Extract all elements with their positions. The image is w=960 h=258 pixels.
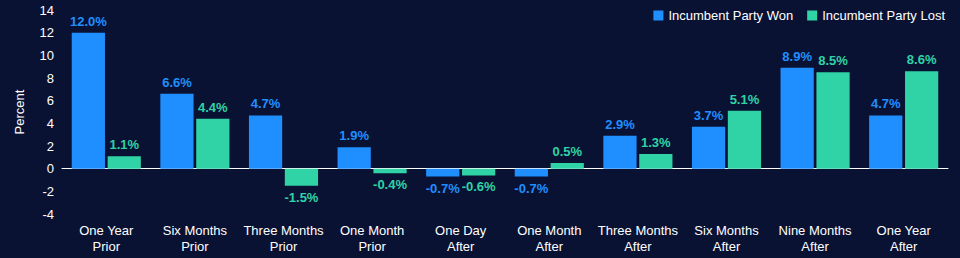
svg-text:4: 4	[47, 116, 54, 131]
svg-text:4.7%: 4.7%	[871, 96, 901, 111]
svg-text:6: 6	[47, 93, 54, 108]
svg-text:14: 14	[40, 3, 54, 18]
svg-text:Three Months: Three Months	[598, 223, 679, 238]
svg-text:8: 8	[47, 71, 54, 86]
svg-text:1.9%: 1.9%	[339, 128, 369, 143]
svg-text:-1.5%: -1.5%	[284, 190, 318, 205]
svg-text:-4: -4	[42, 207, 54, 222]
svg-text:12: 12	[40, 25, 54, 40]
svg-text:Prior: Prior	[93, 239, 121, 254]
svg-text:One Day: One Day	[435, 223, 487, 238]
svg-text:One Year: One Year	[79, 223, 134, 238]
svg-text:Percent: Percent	[12, 89, 27, 134]
svg-text:Three Months: Three Months	[243, 223, 324, 238]
svg-text:8.9%: 8.9%	[782, 49, 812, 64]
svg-text:4.7%: 4.7%	[251, 96, 281, 111]
svg-text:Nine Months: Nine Months	[779, 223, 852, 238]
svg-text:After: After	[624, 239, 652, 254]
svg-text:0.5%: 0.5%	[552, 144, 582, 159]
svg-text:One Month: One Month	[517, 223, 581, 238]
svg-text:-0.7%: -0.7%	[514, 181, 548, 196]
svg-text:After: After	[890, 239, 918, 254]
svg-text:-0.6%: -0.6%	[462, 179, 496, 194]
svg-text:6.6%: 6.6%	[162, 75, 192, 90]
svg-text:After: After	[447, 239, 475, 254]
svg-text:-2: -2	[42, 184, 54, 199]
svg-text:One Month: One Month	[340, 223, 404, 238]
svg-text:Incumbent Party Lost: Incumbent Party Lost	[822, 8, 945, 23]
svg-text:10: 10	[40, 48, 54, 63]
svg-text:-0.7%: -0.7%	[426, 181, 460, 196]
svg-text:One Year: One Year	[877, 223, 932, 238]
svg-text:Prior: Prior	[270, 239, 298, 254]
svg-text:1.3%: 1.3%	[641, 135, 671, 150]
svg-text:0: 0	[47, 161, 54, 176]
svg-text:5.1%: 5.1%	[730, 92, 760, 107]
svg-text:Incumbent Party Won: Incumbent Party Won	[668, 8, 793, 23]
svg-text:4.4%: 4.4%	[198, 100, 228, 115]
svg-text:After: After	[801, 239, 829, 254]
svg-text:-0.4%: -0.4%	[373, 177, 407, 192]
svg-text:3.7%: 3.7%	[694, 108, 724, 123]
svg-text:8.6%: 8.6%	[907, 52, 937, 67]
svg-text:Six Months: Six Months	[163, 223, 228, 238]
svg-text:Prior: Prior	[358, 239, 386, 254]
svg-text:After: After	[536, 239, 564, 254]
svg-text:12.0%: 12.0%	[70, 14, 107, 29]
svg-text:After: After	[713, 239, 741, 254]
svg-text:8.5%: 8.5%	[818, 53, 848, 68]
svg-text:2: 2	[47, 139, 54, 154]
svg-text:1.1%: 1.1%	[109, 137, 139, 152]
svg-text:Prior: Prior	[181, 239, 209, 254]
svg-text:2.9%: 2.9%	[605, 117, 635, 132]
svg-text:Six Months: Six Months	[694, 223, 759, 238]
